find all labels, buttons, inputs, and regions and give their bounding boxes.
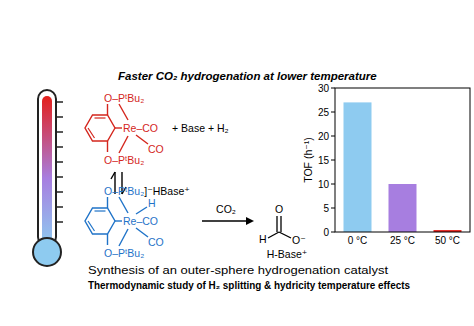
bar-chart: 0 5 10 15 20 25 30 0 °C 25 °C 50 °C TOF (h⁻¹) (302, 83, 470, 247)
lower-co: CO (148, 143, 164, 155)
y-tick (331, 208, 335, 209)
aryl-ring (85, 208, 115, 234)
x-tick-label: 25 °C (390, 235, 415, 246)
background (0, 0, 474, 326)
formate-o-minus: O⁻ (292, 234, 306, 246)
bond (280, 216, 281, 232)
bar (389, 184, 417, 232)
y-tick (331, 112, 335, 113)
thermometer-tick (56, 116, 63, 118)
arrow-head (111, 172, 115, 179)
y-tick-label: 0 (323, 227, 329, 238)
thermometer-fill (42, 96, 52, 246)
bond (279, 232, 291, 238)
reagents: + Base + H₂ (172, 122, 229, 134)
thermometer-tick (56, 176, 63, 178)
y-tick (331, 88, 335, 89)
bond (136, 135, 148, 144)
bond (107, 234, 108, 245)
bond (119, 197, 128, 213)
bond (119, 136, 128, 153)
thermometer-tube (38, 90, 56, 246)
thermometer-tick (56, 146, 63, 148)
aryl-double-bond (88, 128, 95, 138)
y-tick (331, 160, 335, 161)
metal-carbonyl: Re–CO (123, 122, 158, 134)
y-tick (331, 184, 335, 185)
plot-frame (335, 88, 470, 232)
bond (136, 207, 147, 214)
reaction-arrow (202, 220, 250, 221)
upper-arm: O–PᵗBu₂]⁻HBase⁺ (104, 185, 190, 197)
thermometer-tick (56, 131, 63, 133)
lower-co: CO (148, 236, 164, 248)
aryl-double-bond (88, 221, 95, 231)
aryl-ring (85, 115, 115, 141)
bars (344, 102, 462, 232)
thermometer-tick (56, 206, 63, 208)
y-tick-label: 15 (318, 155, 330, 166)
bond (136, 228, 148, 237)
arrow-head (246, 217, 254, 225)
bond (119, 104, 128, 120)
top-complex: O–PᵗBu₂ O–PᵗBu₂ Re–CO CO (85, 92, 164, 166)
y-tick (331, 136, 335, 137)
bond (115, 220, 122, 221)
thermometer-tick (56, 221, 63, 223)
bond (115, 127, 122, 128)
thermometer-bulb (33, 238, 61, 266)
y-axis-title: TOF (h⁻¹) (302, 137, 314, 183)
caption: Synthesis of an outer-sphere hydrogenati… (88, 264, 388, 276)
bond (107, 197, 108, 208)
figure: Faster CO₂ hydrogenation at lower temper… (0, 0, 474, 326)
thermometer-tick (56, 191, 63, 193)
aryl-double-bond (95, 210, 106, 211)
x-tick-label: 0 °C (348, 235, 368, 246)
cation: H-Base⁺ (267, 248, 308, 260)
counter-ion: ]⁻HBase⁺ (144, 185, 190, 197)
lower-arm: O–PᵗBu₂ (104, 247, 144, 259)
bar (344, 102, 372, 232)
bond (119, 229, 128, 246)
caption: Thermodynamic study of H₂ splitting & hy… (88, 279, 410, 291)
y-tick-label: 10 (318, 179, 330, 190)
upper-arm: O–PᵗBu₂ (104, 92, 144, 104)
y-tick (331, 232, 335, 233)
upper-arm-text: O–PᵗBu₂ (104, 185, 144, 197)
lower-arm: O–PᵗBu₂ (104, 154, 144, 166)
y-tick-label: 25 (318, 107, 330, 118)
thermometer-tick (56, 161, 63, 163)
bond (107, 141, 108, 152)
y-tick-label: 20 (318, 131, 330, 142)
bond (107, 104, 108, 115)
thermometer-tick (56, 101, 63, 103)
formate-o: O (275, 203, 283, 215)
hydride: H (148, 197, 156, 209)
x-tick-label: 50 °C (435, 235, 460, 246)
upper-arm-text: O–PᵗBu₂ (104, 92, 144, 104)
y-tick-label: 30 (318, 83, 330, 94)
bond (268, 232, 279, 238)
bottom-complex: O–PᵗBu₂]⁻HBase⁺O–PᵗBu₂Re–COCOH (85, 185, 190, 259)
formate-h: H (259, 233, 267, 245)
co2: CO₂ (216, 203, 236, 215)
title: Faster CO₂ hydrogenation at lower temper… (118, 70, 377, 82)
aryl-double-bond (95, 117, 106, 118)
y-tick-label: 5 (323, 203, 329, 214)
metal-carbonyl: Re–CO (123, 215, 158, 227)
bond (276, 216, 277, 232)
